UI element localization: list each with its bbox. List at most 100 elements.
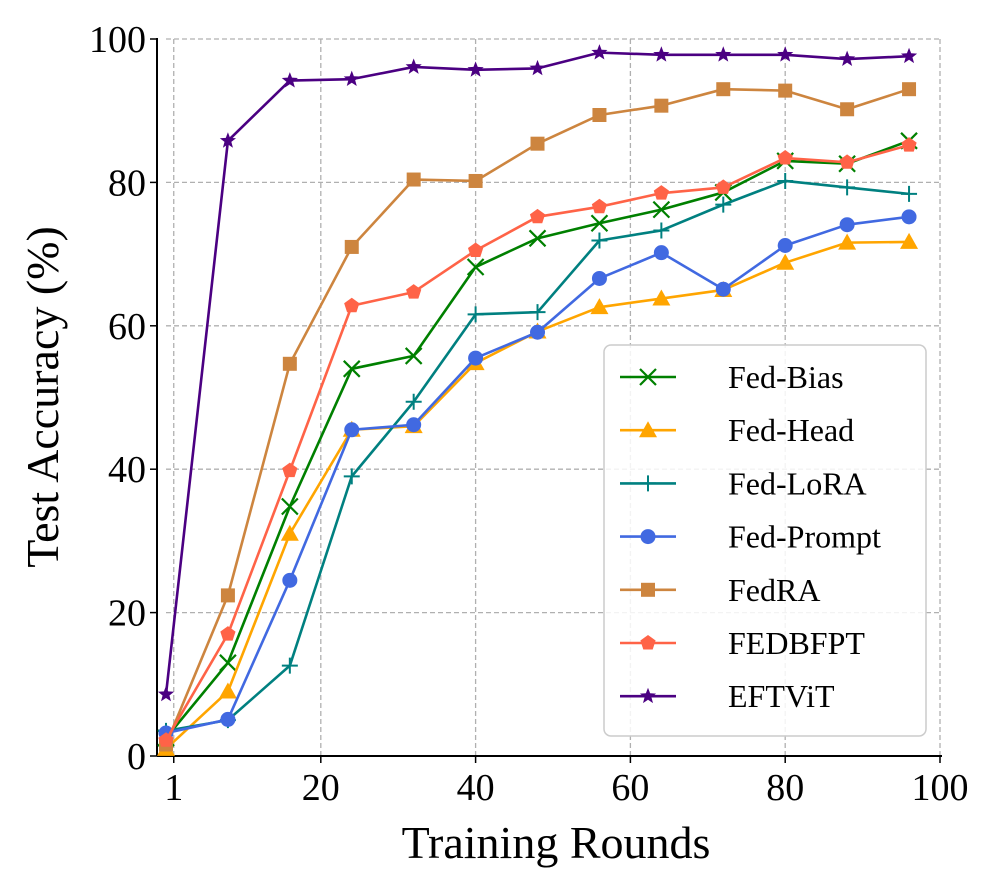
data-point-fedra <box>654 98 669 113</box>
legend-label: FedRA <box>728 572 820 608</box>
legend-marker <box>640 635 656 650</box>
data-point-fed-bias <box>590 214 609 233</box>
data-point-eftvit <box>529 59 546 76</box>
data-point-fed-prompt <box>901 209 917 225</box>
legend-marker <box>639 368 657 386</box>
y-tick-label: 80 <box>108 162 146 204</box>
data-point-fed-prompt <box>406 417 422 433</box>
data-point-eftvit <box>157 685 175 702</box>
data-point-fed-head <box>590 298 609 315</box>
data-point-fedra <box>220 588 235 603</box>
series <box>157 44 919 756</box>
x-tick-label: 60 <box>611 767 649 809</box>
data-point-eftvit <box>405 58 422 74</box>
x-tick-label: 40 <box>457 767 495 809</box>
data-point-fedra <box>592 108 607 123</box>
data-point-fed-prompt <box>282 572 298 588</box>
ticks: 1 20 40 60 80 100 0 20 40 60 80 100 <box>89 19 969 809</box>
legend-item-fedra: FedRA <box>620 572 820 608</box>
data-point-fedbfpt <box>777 150 793 165</box>
data-point-eftvit <box>900 47 918 64</box>
x-tick-label: 20 <box>302 767 340 809</box>
data-point-fedra <box>406 172 421 187</box>
legend-box <box>603 344 927 737</box>
data-point-fedra <box>716 82 731 97</box>
data-point-fedbfpt <box>529 208 546 224</box>
data-point-fed-bias <box>342 360 361 378</box>
data-point-eftvit <box>281 72 298 88</box>
data-point-fedbfpt <box>653 185 669 200</box>
data-point-fedra <box>468 173 483 188</box>
legend-label: EFTViT <box>728 678 835 714</box>
data-point-fedbfpt <box>406 284 422 299</box>
data-point-fed-head <box>900 232 919 249</box>
legend-label: Fed-Bias <box>728 359 844 395</box>
data-point-eftvit <box>343 70 360 87</box>
data-point-fed-bias <box>466 258 485 276</box>
data-point-eftvit <box>653 46 670 62</box>
x-tick-label: 80 <box>766 767 804 809</box>
data-point-fed-bias <box>404 347 423 365</box>
data-point-fed-prompt <box>344 422 360 438</box>
data-point-eftvit <box>591 44 608 60</box>
data-point-fed-lora <box>777 172 794 189</box>
data-point-fedra <box>282 356 297 371</box>
legend-label: Fed-Prompt <box>728 519 881 555</box>
data-point-fed-prompt <box>777 237 793 253</box>
data-point-fed-lora <box>715 196 732 213</box>
y-tick-label: 20 <box>108 593 146 635</box>
data-point-fed-lora <box>839 179 856 196</box>
legend-item-fed-lora: Fed-LoRA <box>620 465 867 501</box>
data-point-fedbfpt <box>282 462 298 478</box>
data-point-eftvit <box>467 61 484 77</box>
legend-item-fed-head: Fed-Head <box>620 412 854 448</box>
legend-item-fed-bias: Fed-Bias <box>620 359 844 395</box>
y-tick-label: 40 <box>108 449 146 491</box>
series-fedra <box>159 82 917 752</box>
data-point-fedbfpt <box>344 297 360 313</box>
axes <box>156 38 942 757</box>
y-tick-label: 100 <box>89 19 146 61</box>
data-point-fed-prompt <box>468 350 484 366</box>
data-point-eftvit <box>839 50 856 66</box>
data-point-fed-prompt <box>839 217 855 233</box>
data-point-fed-bias <box>219 654 237 672</box>
legend-item-fedbfpt: FEDBFPT <box>620 625 865 661</box>
data-point-fed-prompt <box>530 324 546 340</box>
legend-marker <box>639 421 657 438</box>
data-point-fedbfpt <box>220 626 236 641</box>
data-point-fedbfpt <box>591 198 608 214</box>
series-eftvit <box>157 44 918 702</box>
data-point-fed-lora <box>591 232 608 249</box>
data-point-fed-bias <box>652 200 671 219</box>
legend-marker <box>640 475 656 492</box>
data-point-fed-head <box>838 233 857 250</box>
data-point-fedbfpt <box>901 137 917 152</box>
data-point-eftvit <box>777 46 794 62</box>
y-tick-label: 0 <box>127 736 146 778</box>
data-point-fedbfpt <box>158 732 174 747</box>
data-point-fed-lora <box>529 304 546 321</box>
data-point-fedra <box>778 83 793 98</box>
data-point-fed-head <box>280 524 299 541</box>
data-point-fed-lora <box>343 468 360 485</box>
data-point-fed-prompt <box>653 245 669 261</box>
legend-marker <box>639 687 657 704</box>
data-point-fed-head <box>776 253 795 270</box>
series-fedbfpt <box>158 137 917 747</box>
data-point-fed-bias <box>528 229 547 248</box>
data-point-fed-prompt <box>220 711 236 727</box>
data-point-fedra <box>840 102 855 117</box>
data-point-fed-lora <box>467 306 484 323</box>
data-point-fedbfpt <box>467 242 484 257</box>
data-point-fed-lora <box>405 393 422 410</box>
legend-marker <box>640 529 656 545</box>
legend: Fed-Bias Fed-Head Fed-LoRA Fed-Prompt FedRA F… <box>603 344 927 737</box>
data-point-fed-head <box>652 289 671 306</box>
data-point-fed-lora <box>653 222 670 239</box>
legend-item-fed-prompt: Fed-Prompt <box>620 519 881 555</box>
data-point-fed-lora <box>281 657 298 674</box>
data-point-fed-bias <box>281 497 299 516</box>
data-point-fed-prompt <box>715 281 731 297</box>
data-point-fed-lora <box>901 185 918 202</box>
